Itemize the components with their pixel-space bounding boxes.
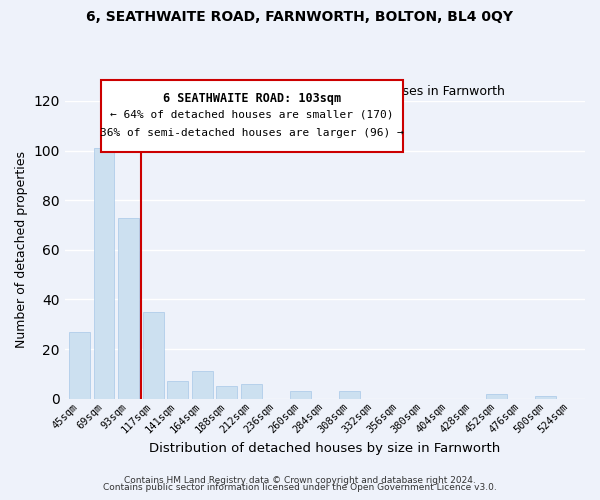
Bar: [94, 148, 115, 399]
Bar: [535, 396, 556, 398]
Bar: [192, 372, 212, 398]
Text: ← 64% of detached houses are smaller (170): ← 64% of detached houses are smaller (17…: [110, 110, 394, 120]
Bar: [167, 382, 188, 398]
Text: Contains HM Land Registry data © Crown copyright and database right 2024.: Contains HM Land Registry data © Crown c…: [124, 476, 476, 485]
Bar: [118, 218, 139, 398]
Bar: [241, 384, 262, 398]
Bar: [69, 332, 90, 398]
Bar: [290, 391, 311, 398]
Text: 6 SEATHWAITE ROAD: 103sqm: 6 SEATHWAITE ROAD: 103sqm: [163, 92, 341, 105]
Text: Contains public sector information licensed under the Open Government Licence v3: Contains public sector information licen…: [103, 484, 497, 492]
Bar: [143, 312, 164, 398]
Bar: [486, 394, 507, 398]
Title: Size of property relative to detached houses in Farnworth: Size of property relative to detached ho…: [145, 86, 505, 98]
Y-axis label: Number of detached properties: Number of detached properties: [15, 152, 28, 348]
Text: 36% of semi-detached houses are larger (96) →: 36% of semi-detached houses are larger (…: [100, 128, 404, 138]
Bar: [217, 386, 237, 398]
Text: 6, SEATHWAITE ROAD, FARNWORTH, BOLTON, BL4 0QY: 6, SEATHWAITE ROAD, FARNWORTH, BOLTON, B…: [86, 10, 514, 24]
Bar: [339, 391, 360, 398]
FancyBboxPatch shape: [101, 80, 403, 152]
X-axis label: Distribution of detached houses by size in Farnworth: Distribution of detached houses by size …: [149, 442, 500, 455]
